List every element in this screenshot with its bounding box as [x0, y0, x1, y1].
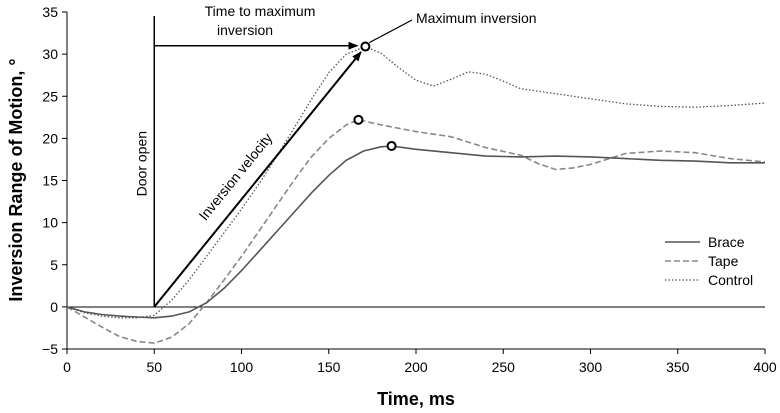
axes: [66, 12, 765, 350]
time-to-max-label-line2: inversion: [217, 22, 273, 38]
inversion-velocity-arrow: [153, 51, 362, 308]
y-tick-label: 0: [50, 299, 58, 315]
legend-label-tape: Tape: [708, 253, 739, 269]
x-tick-label: 200: [404, 359, 428, 375]
peak-marker-tape: [353, 114, 364, 125]
legend-label-control: Control: [708, 272, 753, 288]
x-tick-group: 0 50 100 150 200 250 300 350 400: [63, 349, 777, 375]
peak-marker-control: [360, 41, 371, 52]
x-tick-label: 150: [317, 359, 341, 375]
time-to-max-label-line1: Time to maximum: [205, 3, 316, 19]
x-axis-title: Time, ms: [377, 389, 455, 409]
peak-marker-brace: [386, 140, 397, 151]
y-tick-label: −5: [42, 341, 58, 357]
series-line-tape: [66, 118, 766, 344]
y-tick-group: −5 0 5 10 15 20 25 30 35: [42, 4, 67, 357]
series-group: [66, 45, 766, 344]
y-tick-label: 35: [42, 4, 58, 20]
legend-label-brace: Brace: [708, 234, 745, 250]
y-tick-label: 5: [50, 257, 58, 273]
y-tick-label: 30: [42, 46, 58, 62]
inversion-velocity-label: Inversion velocity: [195, 130, 275, 223]
y-tick-label: 20: [42, 130, 58, 146]
series-line-control: [66, 45, 766, 319]
maximum-inversion-leader: [369, 19, 413, 44]
x-tick-label: 400: [753, 359, 777, 375]
y-tick-label: 25: [42, 88, 58, 104]
x-tick-label: 50: [146, 359, 162, 375]
maximum-inversion-label: Maximum inversion: [416, 10, 537, 26]
y-tick-label: 10: [42, 215, 58, 231]
series-line-brace: [66, 145, 765, 319]
x-tick-label: 300: [579, 359, 603, 375]
door-open-label: Door open: [133, 131, 149, 196]
y-tick-label: 15: [42, 173, 58, 189]
y-axis-title: Inversion Range of Motion, °: [6, 58, 26, 301]
x-tick-label: 100: [230, 359, 254, 375]
x-tick-label: 350: [666, 359, 690, 375]
peak-markers: [353, 41, 397, 151]
legend: Brace Tape Control: [665, 234, 753, 288]
x-tick-label: 0: [63, 359, 71, 375]
x-tick-label: 250: [492, 359, 516, 375]
